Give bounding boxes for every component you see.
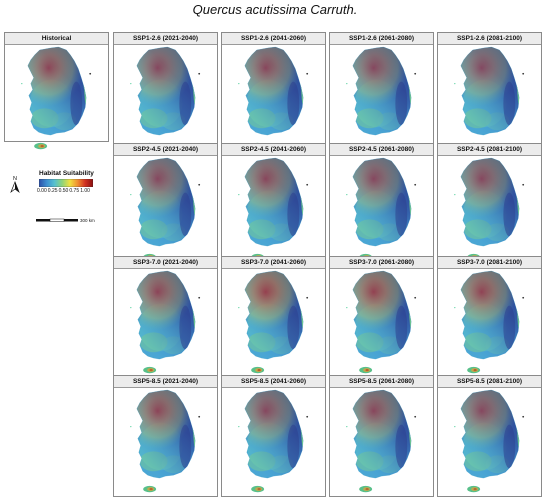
panel-title: SSP3-7.0 (2081-2100) <box>438 257 541 269</box>
panel-scenario: SSP1-2.6 (2041-2060) <box>221 32 326 154</box>
panel-scenario: SSP1-2.6 (2061-2080) <box>329 32 434 154</box>
panel-scenario: SSP3-7.0 (2041-2060) <box>221 256 326 378</box>
colorbar-ticks: 0.000.250.500.751.00 <box>37 188 91 194</box>
panel-title: SSP2-4.5 (2041-2060) <box>222 144 325 156</box>
habitat-map <box>130 157 201 261</box>
panel-title: SSP5-8.5 (2021-2040) <box>114 376 217 388</box>
panel-scenario: SSP5-8.5 (2061-2080) <box>329 375 434 497</box>
panel-title: SSP5-8.5 (2081-2100) <box>438 376 541 388</box>
tick-label: 0.75 <box>69 188 80 194</box>
panel-title: SSP2-4.5 (2021-2040) <box>114 144 217 156</box>
panel-title: SSP2-4.5 (2061-2080) <box>330 144 433 156</box>
habitat-map <box>346 389 417 493</box>
panel-title: SSP2-4.5 (2081-2100) <box>438 144 541 156</box>
habitat-map <box>346 270 417 374</box>
panel-title: SSP1-2.6 (2041-2060) <box>222 33 325 45</box>
habitat-map <box>130 270 201 374</box>
habitat-map <box>454 46 525 150</box>
panel-title: SSP3-7.0 (2061-2080) <box>330 257 433 269</box>
scale-label: 300 km <box>80 218 95 223</box>
panel-title: SSP3-7.0 (2021-2040) <box>114 257 217 269</box>
legend-title: Habitat Suitability <box>39 170 94 177</box>
tick-label: 0.25 <box>47 188 58 194</box>
panel-title: SSP1-2.6 (2081-2100) <box>438 33 541 45</box>
panel-title: SSP5-8.5 (2041-2060) <box>222 376 325 388</box>
map-title: Quercus acutissima Carruth. <box>192 2 358 17</box>
panel-scenario: SSP1-2.6 (2081-2100) <box>437 32 542 154</box>
panel-scenario: SSP5-8.5 (2081-2100) <box>437 375 542 497</box>
habitat-map <box>346 157 417 261</box>
panel-scenario: SSP2-4.5 (2021-2040) <box>113 143 218 265</box>
habitat-map <box>130 389 201 493</box>
north-arrow-icon: N <box>10 176 20 194</box>
colorbar <box>39 179 93 187</box>
panel-scenario: SSP3-7.0 (2021-2040) <box>113 256 218 378</box>
panel-title: Historical <box>5 33 108 45</box>
habitat-map <box>238 270 309 374</box>
panel-scenario: SSP2-4.5 (2041-2060) <box>221 143 326 265</box>
tick-label: 1.00 <box>80 188 90 194</box>
habitat-map <box>238 46 309 150</box>
habitat-map <box>454 270 525 374</box>
scale-bar: 300 km <box>36 218 95 223</box>
panel-title: SSP3-7.0 (2041-2060) <box>222 257 325 269</box>
habitat-map <box>346 46 417 150</box>
panel-scenario: SSP2-4.5 (2061-2080) <box>329 143 434 265</box>
panel-scenario: SSP1-2.6 (2021-2040) <box>113 32 218 154</box>
panel-scenario: SSP5-8.5 (2021-2040) <box>113 375 218 497</box>
habitat-map <box>21 46 92 150</box>
panel-scenario: SSP3-7.0 (2061-2080) <box>329 256 434 378</box>
tick-label: 0.00 <box>37 188 47 194</box>
panel-scenario: SSP3-7.0 (2081-2100) <box>437 256 542 378</box>
habitat-map <box>238 389 309 493</box>
north-label: N <box>13 176 17 182</box>
panel-title: SSP1-2.6 (2021-2040) <box>114 33 217 45</box>
habitat-map <box>130 46 201 150</box>
habitat-map <box>238 157 309 261</box>
panel-historical: Historical <box>4 32 109 150</box>
panel-title: SSP1-2.6 (2061-2080) <box>330 33 433 45</box>
legend: N Habitat Suitability 0.000.250.500.751.… <box>8 170 108 230</box>
panel-title: SSP5-8.5 (2061-2080) <box>330 376 433 388</box>
habitat-map <box>454 157 525 261</box>
panel-scenario: SSP5-8.5 (2041-2060) <box>221 375 326 497</box>
habitat-map <box>454 389 525 493</box>
tick-label: 0.50 <box>58 188 69 194</box>
panel-scenario: SSP2-4.5 (2081-2100) <box>437 143 542 265</box>
